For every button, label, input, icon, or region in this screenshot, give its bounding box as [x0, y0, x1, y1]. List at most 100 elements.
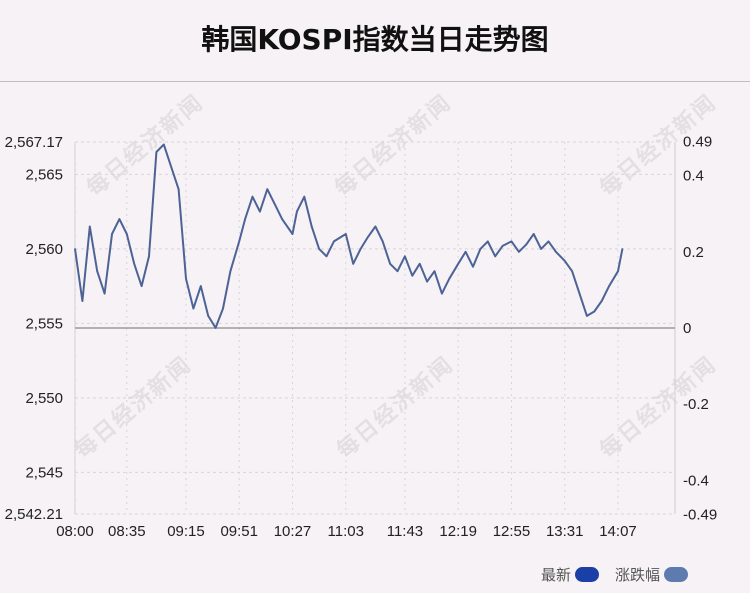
- data-point: [501, 245, 504, 247]
- data-point: [487, 240, 489, 243]
- data-point: [81, 300, 84, 302]
- data-point: [310, 225, 313, 228]
- y-right-tick-label: -0.4: [683, 472, 709, 489]
- x-tick-label: 09:15: [167, 523, 205, 540]
- x-tick-label: 12:19: [439, 523, 477, 540]
- y-left-tick-label: 2,555: [25, 315, 63, 332]
- data-point: [133, 263, 135, 265]
- data-point: [510, 240, 513, 243]
- y-left-tick-label: 2,565: [25, 166, 63, 183]
- data-point: [593, 310, 596, 313]
- data-point: [155, 151, 158, 153]
- data-point: [578, 292, 581, 295]
- data-point: [547, 240, 550, 243]
- data-point: [389, 263, 391, 265]
- series-line-latest: [74, 143, 624, 329]
- data-point: [448, 277, 451, 280]
- y-left-tick-label: 2,542.21: [5, 506, 63, 523]
- data-point: [345, 233, 347, 235]
- data-point: [148, 255, 150, 258]
- data-point: [89, 225, 91, 228]
- data-point: [608, 285, 610, 287]
- data-point: [525, 243, 528, 246]
- data-point: [177, 188, 180, 190]
- data-point: [238, 240, 240, 243]
- x-tick-label: 10:27: [274, 523, 312, 540]
- data-point: [192, 307, 195, 310]
- y-left-tick-label: 2,567.17: [5, 134, 63, 151]
- x-tick-label: 11:03: [328, 523, 364, 540]
- x-tick-label: 08:00: [56, 523, 94, 540]
- data-point: [418, 263, 421, 265]
- x-tick-label: 08:35: [108, 523, 146, 540]
- data-point: [126, 233, 128, 235]
- data-point: [617, 270, 619, 273]
- x-tick-label: 09:51: [220, 523, 258, 540]
- legend-item-change: 涨跌幅: [615, 564, 688, 585]
- data-point: [318, 248, 320, 250]
- data-point: [381, 240, 384, 243]
- data-point: [621, 248, 624, 250]
- data-point: [291, 233, 294, 235]
- y-right-tick-label: -0.49: [683, 507, 717, 524]
- data-point: [404, 255, 406, 258]
- legend: 最新 涨跌幅: [531, 564, 688, 585]
- data-point: [563, 260, 566, 262]
- legend-swatch-latest: [574, 567, 599, 582]
- data-point: [396, 270, 399, 273]
- data-point: [185, 277, 187, 280]
- y-right-tick-label: 0: [683, 320, 691, 337]
- data-point: [273, 203, 276, 205]
- data-point: [367, 236, 369, 238]
- y-right-tick-label: 0.49: [683, 133, 712, 150]
- data-point: [571, 270, 573, 273]
- legend-item-latest: 最新: [541, 564, 599, 585]
- y-left-tick-label: 2,545: [25, 464, 63, 481]
- legend-label-latest: 最新: [540, 566, 571, 584]
- data-point: [518, 251, 520, 253]
- data-point: [333, 240, 335, 243]
- x-tick-label: 14:07: [599, 523, 637, 540]
- y-right-tick-label: 0.4: [683, 168, 704, 185]
- data-point: [74, 248, 76, 250]
- y-right-tick-label: 0.2: [683, 244, 704, 261]
- data-point: [207, 315, 209, 317]
- x-tick-label: 13:31: [546, 523, 584, 540]
- data-point: [214, 327, 217, 329]
- data-point: [325, 255, 328, 258]
- data-point: [163, 143, 165, 146]
- data-point: [296, 210, 298, 213]
- x-tick-label: 11:43: [387, 523, 423, 540]
- data-point: [464, 251, 467, 253]
- data-point: [140, 285, 143, 287]
- data-point: [118, 218, 121, 220]
- data-point: [479, 248, 482, 250]
- data-point: [411, 274, 414, 277]
- data-point: [259, 210, 261, 213]
- data-point: [200, 285, 202, 287]
- chart-title: 韩国KOSPI指数当日走势图: [201, 23, 549, 56]
- data-point: [494, 255, 497, 258]
- data-point: [457, 263, 460, 265]
- data-point: [426, 280, 428, 283]
- legend-swatch-change: [664, 567, 688, 582]
- data-point: [229, 270, 232, 273]
- data-point: [352, 263, 355, 265]
- data-point: [103, 292, 106, 295]
- data-point: [586, 315, 588, 317]
- legend-label-change: 涨跌幅: [614, 566, 660, 584]
- title-divider: [0, 81, 750, 82]
- data-point: [96, 270, 98, 273]
- data-point: [441, 292, 443, 295]
- data-point: [266, 188, 269, 190]
- data-point: [600, 300, 603, 302]
- data-point: [359, 248, 362, 250]
- data-point: [281, 218, 283, 220]
- data-point: [472, 265, 474, 268]
- data-point: [555, 251, 557, 253]
- x-tick-label: 12:55: [493, 523, 531, 540]
- data-point: [433, 270, 436, 273]
- data-point: [244, 218, 246, 220]
- y-left-tick-label: 2,550: [25, 390, 63, 407]
